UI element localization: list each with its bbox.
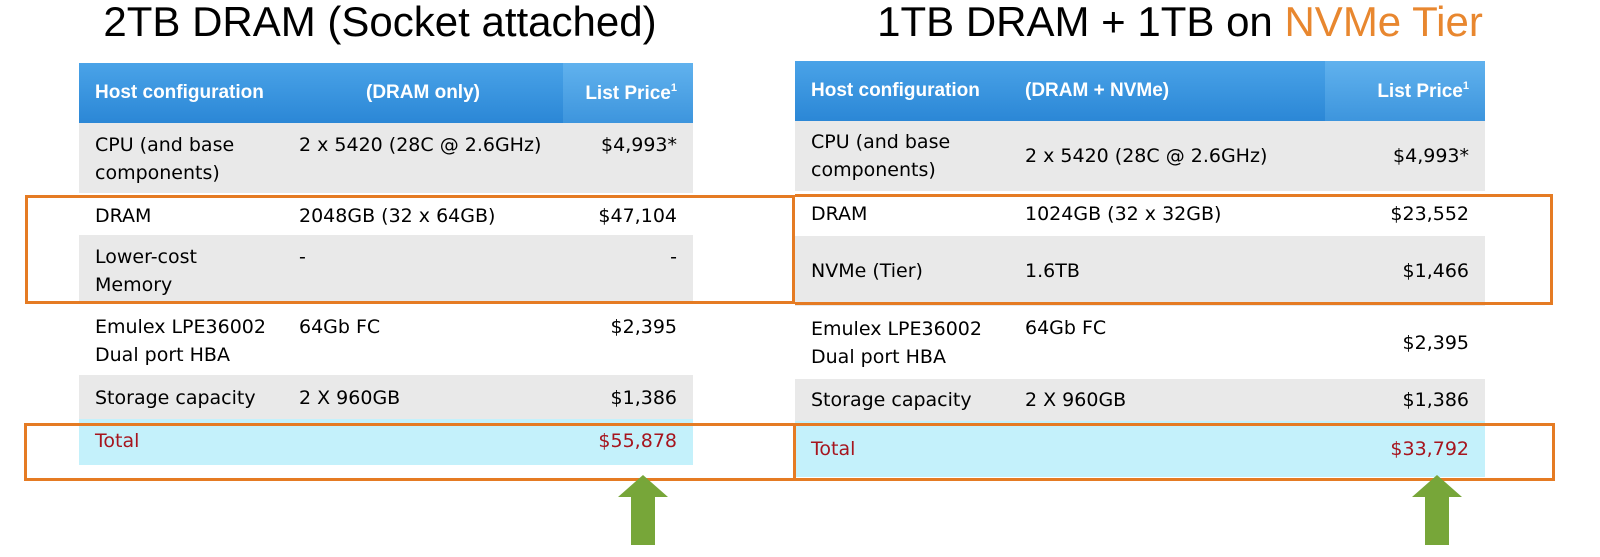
row-detail: 2 x 5420 (28C @ 2.6GHz) <box>1009 121 1325 191</box>
row-price: $2,395 <box>1402 331 1469 354</box>
table-row: Storage capacity 2 X 960GB $1,386 <box>795 379 1485 421</box>
row-item: Lower-cost Memory <box>79 235 283 303</box>
table-row: Emulex LPE36002 Dual port HBA 64Gb FC $2… <box>79 303 693 375</box>
table-row: Storage capacity 2 X 960GB $1,386 <box>79 375 693 419</box>
memory-highlight-box-right <box>795 194 1553 305</box>
table-header-row: Host configuration (DRAM only) List Pric… <box>79 63 693 123</box>
row-item: Emulex LPE36002 Dual port HBA <box>95 316 266 366</box>
up-arrow-icon <box>1412 475 1462 545</box>
table-row: CPU (and base components) 2 x 5420 (28C … <box>79 123 693 193</box>
row-detail: 1.6TB <box>1009 236 1325 306</box>
total-highlight-box-left <box>24 423 796 481</box>
header-host-configuration: Host configuration <box>79 63 283 123</box>
row-item: Storage capacity <box>79 375 283 419</box>
memory-highlight-box-left <box>25 195 795 304</box>
footnote-marker: 1 <box>670 81 677 94</box>
row-detail: 2 X 960GB <box>283 375 563 419</box>
total-label: Total <box>795 421 1009 477</box>
row-item: Storage capacity <box>795 379 1009 421</box>
header-list-price-label: List Price <box>585 82 671 104</box>
right-title-main: 1TB DRAM + 1TB on <box>877 0 1285 45</box>
row-detail: 64Gb FC <box>1025 317 1107 339</box>
right-title: 1TB DRAM + 1TB on NVMe Tier <box>770 0 1590 50</box>
total-row: Total $33,792 <box>795 421 1485 477</box>
table-row: Emulex LPE36002 Dual port HBA 64Gb FC $2… <box>795 306 1485 379</box>
header-list-price: List Price1 <box>563 63 693 123</box>
row-price: $23,552 <box>1390 202 1469 225</box>
table-row: DRAM 2048GB (32 x 64GB) $47,104 <box>79 193 693 235</box>
table-header-row: Host configuration (DRAM + NVMe) List Pr… <box>795 61 1485 121</box>
row-price: $1,466 <box>1325 236 1485 306</box>
row-item: DRAM <box>95 205 152 227</box>
row-item: CPU (and base components) <box>79 123 283 193</box>
table-row: Lower-cost Memory - - <box>79 235 693 303</box>
total-price: $55,878 <box>563 419 693 465</box>
row-detail: - <box>283 235 563 303</box>
row-price: $1,386 <box>563 375 693 419</box>
row-price: - <box>563 235 693 303</box>
header-host-configuration: Host configuration <box>795 61 1009 121</box>
row-detail: 2 X 960GB <box>1009 379 1325 421</box>
left-price-table: Host configuration (DRAM only) List Pric… <box>79 63 693 465</box>
row-item: Emulex LPE36002 Dual port HBA <box>811 317 982 368</box>
row-detail: 2048GB (32 x 64GB) <box>299 205 496 227</box>
row-detail: 64Gb FC <box>299 316 381 338</box>
header-configuration-type: (DRAM + NVMe) <box>1009 61 1325 121</box>
row-price: $4,993* <box>1325 121 1485 191</box>
right-price-table: Host configuration (DRAM + NVMe) List Pr… <box>795 61 1485 477</box>
total-detail <box>1009 421 1325 477</box>
row-detail: 1024GB (32 x 32GB) <box>1025 202 1222 225</box>
header-list-price: List Price1 <box>1325 61 1485 121</box>
total-label: Total <box>79 419 283 465</box>
footnote-marker: 1 <box>1462 79 1469 92</box>
total-detail <box>283 419 563 465</box>
row-item: DRAM <box>811 202 868 225</box>
table-row: CPU (and base components) 2 x 5420 (28C … <box>795 121 1485 191</box>
table-row: DRAM 1024GB (32 x 32GB) $23,552 <box>795 191 1485 236</box>
row-item: CPU (and base components) <box>795 121 1009 191</box>
row-price: $4,993* <box>563 123 693 193</box>
table-row: NVMe (Tier) 1.6TB $1,466 <box>795 236 1485 306</box>
header-list-price-label: List Price <box>1377 80 1463 102</box>
up-arrow-icon <box>618 475 668 545</box>
total-row: Total $55,878 <box>79 419 693 465</box>
left-title: 2TB DRAM (Socket attached) <box>103 0 657 45</box>
row-price: $1,386 <box>1325 379 1485 421</box>
header-configuration-type: (DRAM only) <box>283 63 563 123</box>
total-highlight-box-right <box>795 423 1555 481</box>
row-item: NVMe (Tier) <box>795 236 1009 306</box>
total-price: $33,792 <box>1325 421 1485 477</box>
row-detail: 2 x 5420 (28C @ 2.6GHz) <box>283 123 563 193</box>
row-price: $47,104 <box>598 205 677 227</box>
right-title-accent: NVMe Tier <box>1284 0 1483 45</box>
row-price: $2,395 <box>610 316 677 338</box>
